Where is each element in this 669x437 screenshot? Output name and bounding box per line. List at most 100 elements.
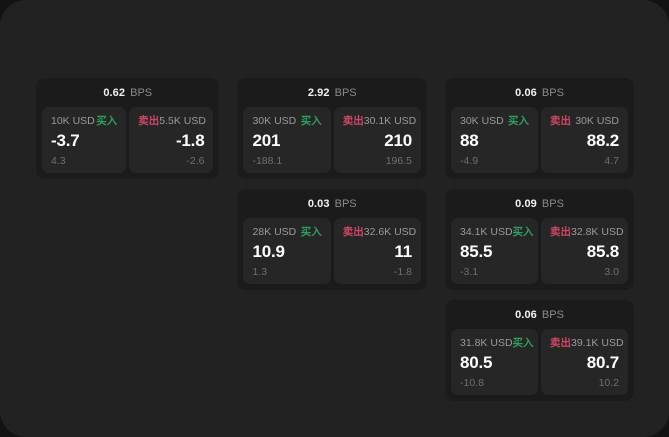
sell-panel[interactable]: 卖出 32.8K USD 85.8 3.0 xyxy=(541,218,628,284)
sell-panel-header: 卖出 39.1K USD xyxy=(550,336,624,350)
sell-size-label: 5.5K USD xyxy=(159,114,206,127)
sell-tag: 卖出 xyxy=(550,115,571,127)
sell-panel-header: 卖出 30.1K USD xyxy=(342,114,417,128)
buy-price: 88 xyxy=(460,131,479,150)
sell-tag: 卖出 xyxy=(138,115,160,127)
bps-unit-label: BPS xyxy=(541,309,564,321)
card-header: 0.03 BPS xyxy=(243,195,421,213)
bps-unit-label: BPS xyxy=(130,87,153,99)
buy-delta: -3.1 xyxy=(460,266,479,278)
sell-panel[interactable]: 卖出 5.5K USD -1.8 -2.6 xyxy=(129,107,214,173)
buy-panel[interactable]: 28K USD 买入 10.9 1.3 xyxy=(243,218,331,284)
sell-size-label: 39.1K USD xyxy=(571,336,624,349)
sell-price: 210 xyxy=(384,131,412,150)
spread-card[interactable]: 2.92 BPS 30K USD 买入 201 -188.1 卖出 xyxy=(237,78,427,179)
sell-panel[interactable]: 卖出 30K USD 88.2 4.7 xyxy=(541,107,628,173)
bps-unit-label: BPS xyxy=(334,198,357,210)
buy-tag: 买入 xyxy=(96,115,118,127)
card-header: 0.09 BPS xyxy=(451,195,628,213)
card-body: 31.8K USD 买入 80.5 -10.8 卖出 39.1K USD 80.… xyxy=(451,329,628,395)
buy-delta: -4.9 xyxy=(460,155,479,167)
sell-delta: 10.2 xyxy=(598,377,619,389)
sell-price: 80.7 xyxy=(586,353,619,372)
card-header: 0.06 BPS xyxy=(451,84,628,102)
card-header: 2.92 BPS xyxy=(243,84,421,102)
sell-panel-header: 卖出 32.6K USD xyxy=(343,225,417,239)
sell-delta: -1.8 xyxy=(393,266,412,278)
bps-unit-label: BPS xyxy=(541,198,564,210)
sell-delta: 4.7 xyxy=(604,155,619,167)
buy-price: -3.7 xyxy=(51,131,80,150)
buy-panel-header: 34.1K USD 买入 xyxy=(460,225,534,239)
buy-tag: 买入 xyxy=(508,115,529,127)
buy-price: 80.5 xyxy=(460,353,493,372)
bps-value: 0.62 xyxy=(103,87,126,99)
buy-panel-header: 31.8K USD 买入 xyxy=(460,336,534,350)
spread-card[interactable]: 0.06 BPS 30K USD 买入 88 -4.9 卖出 xyxy=(445,78,634,179)
sell-tag: 卖出 xyxy=(550,226,571,238)
buy-size-label: 10K USD xyxy=(51,114,95,127)
bps-value: 0.06 xyxy=(515,87,537,99)
buy-panel[interactable]: 34.1K USD 买入 85.5 -3.1 xyxy=(451,218,538,284)
card-body: 10K USD 买入 -3.7 4.3 卖出 5.5K USD -1.8 -2.… xyxy=(42,107,214,173)
sell-panel[interactable]: 卖出 39.1K USD 80.7 10.2 xyxy=(541,329,628,395)
sell-panel[interactable]: 卖出 32.6K USD 11 -1.8 xyxy=(333,218,421,284)
sell-delta: 196.5 xyxy=(385,155,412,167)
sell-size-label: 30.1K USD xyxy=(363,114,417,127)
buy-size-label: 34.1K USD xyxy=(460,225,513,238)
bps-value: 2.92 xyxy=(307,87,330,99)
buy-panel[interactable]: 30K USD 买入 88 -4.9 xyxy=(451,107,538,173)
sell-tag: 卖出 xyxy=(550,337,571,349)
card-body: 30K USD 买入 201 -188.1 卖出 30.1K USD 210 1… xyxy=(243,107,421,173)
buy-tag: 买入 xyxy=(300,115,322,127)
card-header: 0.62 BPS xyxy=(42,84,213,102)
sell-delta: 3.0 xyxy=(604,266,619,278)
card-body: 34.1K USD 买入 85.5 -3.1 卖出 32.8K USD 85.8… xyxy=(451,218,628,284)
buy-price: 201 xyxy=(252,131,281,150)
sell-price: 11 xyxy=(394,242,412,261)
buy-tag: 买入 xyxy=(512,337,534,349)
buy-panel[interactable]: 30K USD 买入 201 -188.1 xyxy=(243,107,331,173)
bps-value: 0.09 xyxy=(515,198,537,210)
buy-delta: 1.3 xyxy=(252,266,268,278)
buy-size-label: 30K USD xyxy=(460,114,504,127)
sell-panel-header: 卖出 30K USD xyxy=(550,114,619,128)
buy-delta: -10.8 xyxy=(460,377,484,389)
buy-size-label: 31.8K USD xyxy=(460,336,513,349)
buy-tag: 买入 xyxy=(300,226,322,238)
bps-unit-label: BPS xyxy=(541,87,564,99)
sell-panel[interactable]: 卖出 30.1K USD 210 196.5 xyxy=(333,107,421,173)
sell-size-label: 32.8K USD xyxy=(571,225,624,238)
spread-card-board: 0.62 BPS 10K USD 买入 -3.7 4.3 卖出 xyxy=(36,78,634,401)
sell-panel-header: 卖出 5.5K USD xyxy=(138,114,206,128)
buy-delta: 4.3 xyxy=(51,155,66,167)
buy-price: 85.5 xyxy=(460,242,493,261)
bps-value: 0.03 xyxy=(307,198,330,210)
spread-card[interactable]: 0.09 BPS 34.1K USD 买入 85.5 -3.1 卖出 xyxy=(445,189,634,290)
spread-card[interactable]: 0.06 BPS 31.8K USD 买入 80.5 -10.8 卖 xyxy=(445,300,634,401)
sell-price: 88.2 xyxy=(586,131,619,150)
sell-price: 85.8 xyxy=(586,242,619,261)
bps-value: 0.06 xyxy=(515,309,537,321)
buy-panel-header: 30K USD 买入 xyxy=(252,114,322,128)
buy-panel-header: 28K USD 买入 xyxy=(252,225,322,239)
buy-panel[interactable]: 31.8K USD 买入 80.5 -10.8 xyxy=(451,329,538,395)
card-body: 30K USD 买入 88 -4.9 卖出 30K USD 88.2 4.7 xyxy=(451,107,628,173)
sell-size-label: 32.6K USD xyxy=(363,225,417,238)
spread-card[interactable]: 0.62 BPS 10K USD 买入 -3.7 4.3 卖出 xyxy=(36,78,220,179)
buy-price: 10.9 xyxy=(252,242,285,261)
card-body: 28K USD 买入 10.9 1.3 卖出 32.6K USD 11 -1.8 xyxy=(243,218,421,284)
sell-panel-header: 卖出 32.8K USD xyxy=(550,225,624,239)
buy-panel[interactable]: 10K USD 买入 -3.7 4.3 xyxy=(42,107,127,173)
buy-delta: -188.1 xyxy=(252,155,283,167)
buy-panel-header: 30K USD 买入 xyxy=(460,114,529,128)
card-column-2: 2.92 BPS 30K USD 买入 201 -188.1 卖出 xyxy=(237,78,427,290)
sell-delta: -2.6 xyxy=(186,155,205,167)
sell-size-label: 30K USD xyxy=(575,114,619,127)
bps-unit-label: BPS xyxy=(334,87,357,99)
card-column-1: 0.62 BPS 10K USD 买入 -3.7 4.3 卖出 xyxy=(36,78,220,179)
spread-card[interactable]: 0.03 BPS 28K USD 买入 10.9 1.3 卖出 xyxy=(237,189,427,290)
buy-panel-header: 10K USD 买入 xyxy=(51,114,118,128)
sell-tag: 卖出 xyxy=(342,115,364,127)
